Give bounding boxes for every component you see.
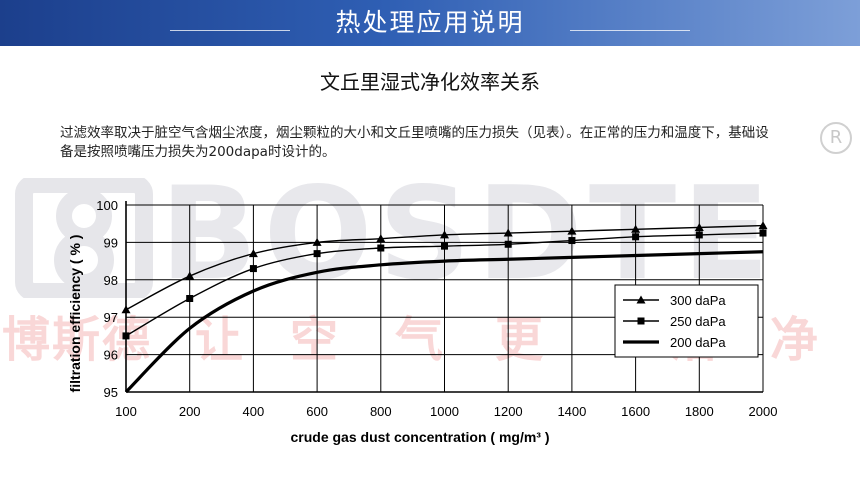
slogan-char: 气 xyxy=(395,312,444,368)
data-point xyxy=(695,231,703,239)
y-tick-label: 99 xyxy=(104,235,118,250)
x-tick-label: 100 xyxy=(115,404,137,419)
y-tick-label: 95 xyxy=(104,385,118,400)
legend-label: 250 daPa xyxy=(670,314,726,329)
x-tick-label: 1200 xyxy=(494,404,523,419)
data-point xyxy=(504,240,512,248)
slogan-char: 空 xyxy=(290,312,339,368)
y-tick-label: 100 xyxy=(96,198,118,213)
slogan-char: 博 xyxy=(2,312,51,368)
x-tick-label: 600 xyxy=(306,404,328,419)
y-axis-label: filtration efficiency ( % ) xyxy=(67,235,83,393)
data-point xyxy=(567,226,577,235)
brand-logo-icon xyxy=(15,178,153,298)
x-tick-label: 1000 xyxy=(430,404,459,419)
slogan-char: 斯 xyxy=(52,312,101,368)
legend-marker xyxy=(636,295,646,304)
x-axis-label: crude gas dust concentration ( mg/m³ ) xyxy=(290,429,549,445)
data-point xyxy=(694,222,704,231)
data-point xyxy=(759,229,767,237)
y-tick-label: 98 xyxy=(104,273,118,288)
data-point xyxy=(249,265,257,273)
data-point xyxy=(503,228,513,237)
description-text: 过滤效率取决于脏空气含烟尘浓度，烟尘颗粒的大小和文丘里喷嘴的压力损失（见表）。在… xyxy=(60,125,769,160)
data-point xyxy=(248,249,258,258)
data-point xyxy=(632,233,640,241)
data-point xyxy=(312,237,322,246)
x-tick-label: 1400 xyxy=(557,404,586,419)
x-tick-label: 800 xyxy=(370,404,392,419)
legend-marker xyxy=(637,317,645,325)
data-point xyxy=(758,221,768,230)
series-line-0 xyxy=(125,224,764,311)
y-tick-label: 97 xyxy=(104,310,118,325)
data-point xyxy=(568,237,576,245)
data-point xyxy=(377,244,385,252)
page-title: 热处理应用说明 xyxy=(335,8,525,37)
x-tick-label: 1600 xyxy=(621,404,650,419)
legend-label: 300 daPa xyxy=(670,293,726,308)
banner-divider-left xyxy=(170,30,290,31)
x-tick-label: 400 xyxy=(243,404,265,419)
chart-legend: 300 daPa 250 daPa 200 daPa xyxy=(614,284,759,358)
data-point xyxy=(313,250,321,258)
series-line-1 xyxy=(125,232,764,337)
data-point xyxy=(121,305,131,314)
slogan-char: 净 xyxy=(770,312,819,368)
chart-axes xyxy=(125,201,763,393)
registered-mark: R xyxy=(820,122,852,154)
slogan-char: 更 xyxy=(495,312,544,368)
y-tick-label: 96 xyxy=(104,348,118,363)
data-point xyxy=(376,234,386,243)
data-point xyxy=(186,295,194,302)
data-point xyxy=(185,271,195,280)
data-point xyxy=(631,224,641,233)
header-banner xyxy=(0,0,860,46)
legend-label: 200 daPa xyxy=(670,335,726,350)
data-point xyxy=(122,332,130,340)
series-line-2 xyxy=(124,250,764,394)
x-tick-label: 200 xyxy=(179,404,201,419)
data-point xyxy=(441,242,448,250)
banner-divider-right xyxy=(570,30,690,31)
chart-series xyxy=(121,221,768,394)
section-subtitle: 文丘里湿式净化效率关系 xyxy=(320,70,540,94)
x-tick-label: 1800 xyxy=(685,404,714,419)
slogan-char: 让 xyxy=(195,312,244,368)
chart-tick-labels: 100 200 400 600 800 1000 1200 1400 1600 1800 2000 9… xyxy=(96,198,777,419)
x-tick-label: 2000 xyxy=(749,404,778,419)
data-point xyxy=(440,230,449,239)
